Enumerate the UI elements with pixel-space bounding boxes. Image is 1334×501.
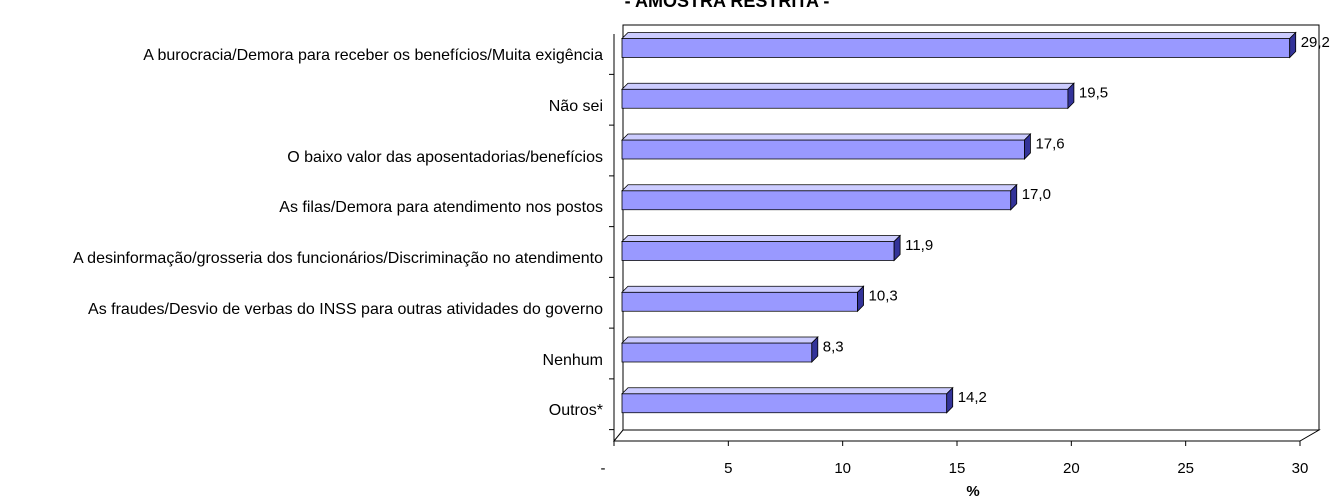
bar xyxy=(621,234,902,262)
bar xyxy=(621,183,1018,211)
y-tick-label: A burocracia/Demora para receber os bene… xyxy=(143,47,603,64)
bar-side xyxy=(1024,133,1031,160)
value-label: 14,2 xyxy=(958,389,987,406)
bar-side xyxy=(1067,82,1075,110)
y-tick-label: Não sei xyxy=(548,97,603,115)
bar-top xyxy=(621,184,1018,192)
x-tick-label: 30 xyxy=(1292,460,1309,477)
floor xyxy=(612,429,1321,442)
bar-side xyxy=(946,386,954,414)
bar-side xyxy=(857,285,864,313)
bar-front xyxy=(621,241,895,261)
value-label: 29,2 xyxy=(1301,34,1330,51)
bar-top xyxy=(621,32,1297,39)
bar xyxy=(621,31,1297,59)
value-label: 8,3 xyxy=(823,338,844,355)
bar-front xyxy=(621,139,1025,160)
bar-top xyxy=(621,285,865,293)
bar-side xyxy=(1289,31,1297,59)
bar xyxy=(621,82,1075,110)
bar xyxy=(621,386,954,414)
bar-side xyxy=(1010,183,1018,211)
x-tick-label: 10 xyxy=(834,460,851,477)
value-label: 10,3 xyxy=(869,288,898,305)
x-tick-label: 20 xyxy=(1063,460,1080,477)
x-tick-label: 15 xyxy=(949,460,966,477)
value-label: 17,0 xyxy=(1022,186,1051,203)
bar-front xyxy=(621,393,948,414)
bar xyxy=(621,133,1032,160)
chart-title: - AMOSTRA RESTRITA - xyxy=(625,0,830,11)
bar-top xyxy=(621,387,954,395)
bar-front xyxy=(621,342,813,363)
x-tick-label: 25 xyxy=(1177,460,1194,477)
y-tick-label: As fraudes/Desvio de verbas do INSS para… xyxy=(88,300,603,318)
bar-top xyxy=(621,133,1032,141)
bar xyxy=(621,285,865,313)
y-tick-label: A desinformação/grosseria dos funcionári… xyxy=(72,250,603,267)
value-label: 11,9 xyxy=(905,237,933,254)
x-tick-label: 5 xyxy=(724,460,732,477)
bar-front xyxy=(621,38,1291,58)
bar-side xyxy=(811,336,819,363)
value-label: 17,6 xyxy=(1035,135,1064,152)
x-axis-label: % xyxy=(966,483,979,500)
value-label: 19,5 xyxy=(1079,85,1108,102)
bar-top xyxy=(621,336,819,344)
bar-front xyxy=(621,88,1069,109)
bar-top xyxy=(621,82,1075,90)
bar xyxy=(621,336,819,363)
y-tick-label: As filas/Demora para atendimento nos pos… xyxy=(279,199,603,217)
x-tick-label: - xyxy=(601,460,606,477)
bar-side xyxy=(893,234,901,262)
y-tick-label: Nenhum xyxy=(542,351,603,369)
y-tick-label: O baixo valor das aposentadorias/benefíc… xyxy=(287,148,603,166)
bar-front xyxy=(621,291,858,312)
bar-front xyxy=(621,190,1012,211)
y-tick-label: Outros* xyxy=(548,402,603,420)
bar-top xyxy=(621,235,902,242)
